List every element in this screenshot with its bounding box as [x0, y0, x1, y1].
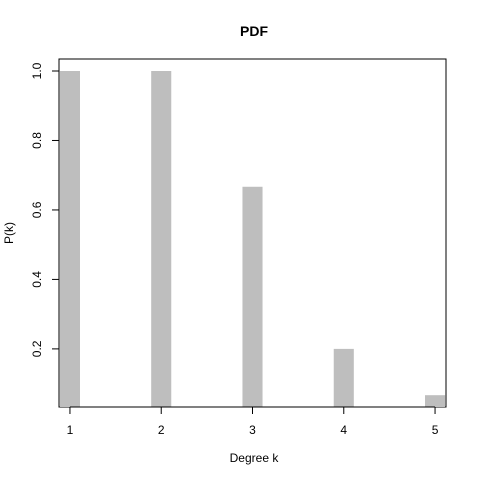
x-tick-label-3: 3 [249, 423, 256, 437]
x-tick-label-5: 5 [432, 423, 439, 437]
y-tick-label-0.2: 0.2 [30, 340, 44, 357]
bar-k-1 [59, 71, 80, 407]
y-axis-label: P(k) [2, 222, 16, 244]
y-tick-label-0.4: 0.4 [30, 271, 44, 288]
y-tick-label-1.0: 1.0 [30, 62, 44, 79]
chart-title: PDF [240, 23, 268, 39]
bar-k-5 [425, 395, 446, 407]
bars-layer [59, 71, 446, 407]
x-tick-label-4: 4 [340, 423, 347, 437]
y-tick-label-0.6: 0.6 [30, 201, 44, 218]
x-axis: 1 2 3 4 5 [67, 406, 439, 437]
bar-k-3 [242, 186, 263, 407]
y-axis: 0.2 0.4 0.6 0.8 1.0 [30, 62, 60, 357]
x-axis-label: Degree k [230, 451, 280, 465]
bar-k-2 [151, 71, 172, 407]
bar-k-4 [333, 348, 354, 407]
x-tick-label-2: 2 [158, 423, 165, 437]
x-tick-label-1: 1 [67, 423, 74, 437]
y-tick-label-0.8: 0.8 [30, 132, 44, 149]
